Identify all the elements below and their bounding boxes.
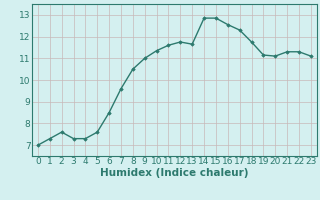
X-axis label: Humidex (Indice chaleur): Humidex (Indice chaleur) — [100, 168, 249, 178]
